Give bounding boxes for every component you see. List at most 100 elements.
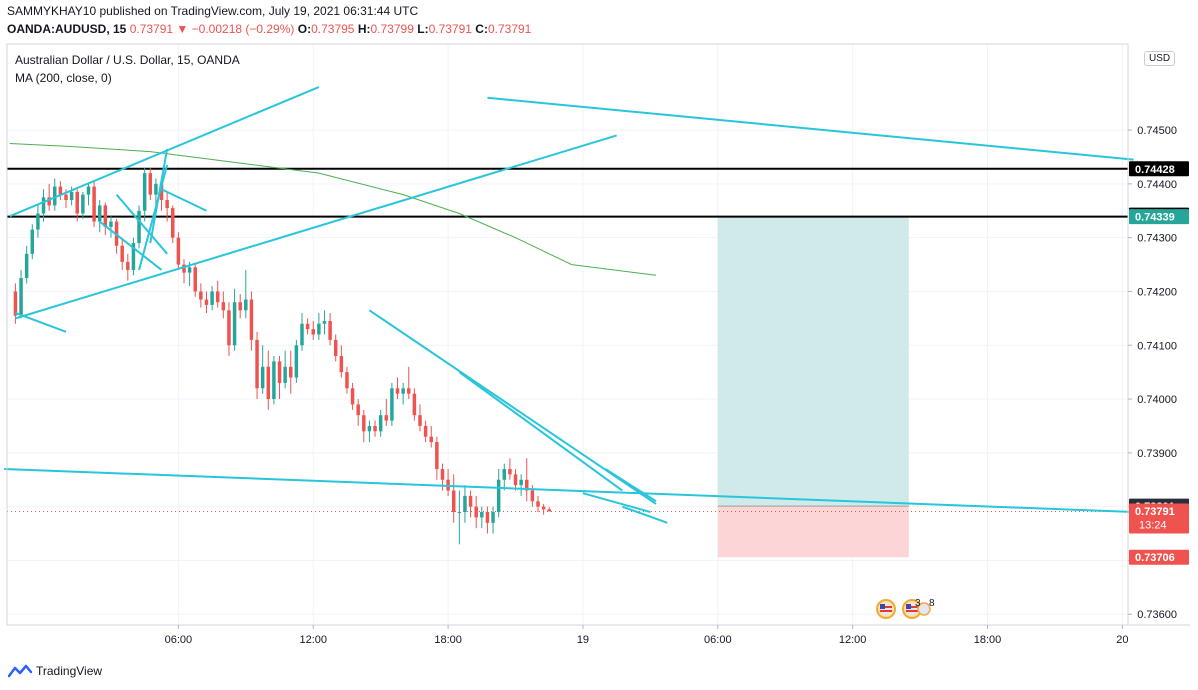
candle-body [435,442,439,469]
trendline [458,371,623,492]
candle-body [244,299,248,311]
stop-zone [717,506,909,558]
candle-body [418,415,422,426]
x-tick-label: 18:00 [974,634,1002,646]
candle-body [283,366,287,383]
candle-body [148,173,153,195]
x-tick-label: 18:00 [434,634,462,646]
candle-body [103,205,108,227]
candle-body [401,388,405,394]
candle-body [530,490,535,502]
candle-body [311,329,315,335]
y-tick-label: 0.73600 [1137,609,1177,621]
candle-body [328,321,332,340]
candle-body [339,356,344,373]
candle-body [154,183,158,195]
candle-body [508,468,512,475]
x-axis-ticks: 06:00 12:00 18:00 19 06:00 12:00 18:00 20 [165,625,1129,646]
moving-average [9,143,657,276]
trendline [582,492,651,513]
candle-body [120,245,124,262]
candle-body [238,302,242,311]
instrument-title[interactable]: Australian Dollar / U.S. Dollar, 15, OAN… [15,53,240,67]
trendline [115,193,168,255]
candle-body [260,366,265,389]
event-count-a: 3 [915,598,921,609]
candle-body [485,512,490,523]
candle-body [407,388,411,394]
low-label: L: [417,22,429,36]
candle-body [159,183,164,201]
candle-body [13,291,18,316]
close-label: C: [475,22,488,36]
economic-events[interactable] [875,598,937,623]
candle-body [373,425,377,432]
candle-body [513,474,518,486]
candle-body [36,213,40,230]
candle-body [272,361,276,400]
candle-body [109,221,113,227]
publish-info: SAMMYKHAY10 published on TradingView.com… [7,4,418,18]
high-label: H: [357,22,371,36]
candle-body [187,267,192,273]
candle-body [536,501,540,507]
ma-200-line [9,143,657,276]
price-label-box [1129,503,1189,534]
candle-body [519,479,523,486]
candle-body [333,339,338,357]
price-label: 0.74339 [1135,212,1175,224]
candle-body [232,302,237,346]
candle-body [47,197,51,206]
candle-body [547,509,551,512]
trendline [487,96,1134,161]
low-value: 0.73791 [428,22,472,36]
candle-body [171,208,175,238]
candle-body [19,278,23,316]
y-tick-label: 0.74400 [1137,179,1177,191]
candle-body [440,468,445,480]
candle-body [350,388,355,405]
candle-body [345,372,349,389]
x-tick-label: 12:00 [839,634,867,646]
symbol[interactable]: OANDA:AUDUSD, 15 [7,22,127,36]
candle-body [294,345,299,378]
candle-body [362,415,366,432]
indicator-legend[interactable]: MA (200, close, 0) [15,71,112,85]
candle-body [176,237,181,265]
candle-body [502,468,507,480]
candle-body [64,194,68,201]
candle-body [395,388,400,394]
symbol-line: OANDA:AUDUSD, 15 0.73791 ▼ −0.00218 (−0.… [7,22,531,36]
trendline [99,220,163,271]
candle-body [322,321,327,324]
trendline [621,505,668,524]
candle-body [384,415,389,421]
close-value: 0.73791 [487,22,532,36]
candle-body [457,512,462,514]
price-change: −0.00218 (−0.29%) [191,22,295,36]
tradingview-logo[interactable]: TradingView [8,664,102,678]
candle-body [24,253,29,279]
candle-body [210,291,214,305]
price-labels: 0.744280.743420.743390.738010.7379113:24… [1129,161,1189,565]
price-label-box [1129,161,1189,177]
candle-body [86,186,91,195]
x-tick-label: 12:00 [299,634,327,646]
trendline [149,148,169,244]
candle-body [75,191,79,214]
candle-body [137,210,141,244]
currency-button[interactable]: USD [1144,51,1176,66]
price-label: 0.73791 [1135,506,1175,518]
trendline [15,134,617,320]
candle-body [92,186,96,222]
axes [6,43,1190,626]
y-tick-label: 0.74200 [1137,286,1177,298]
candle-body [496,479,501,513]
trendline [9,86,320,218]
candle-body [451,490,456,513]
candle-body [468,495,473,507]
candle-body [266,366,271,400]
candle-body [390,388,394,421]
candle-body [215,291,220,303]
